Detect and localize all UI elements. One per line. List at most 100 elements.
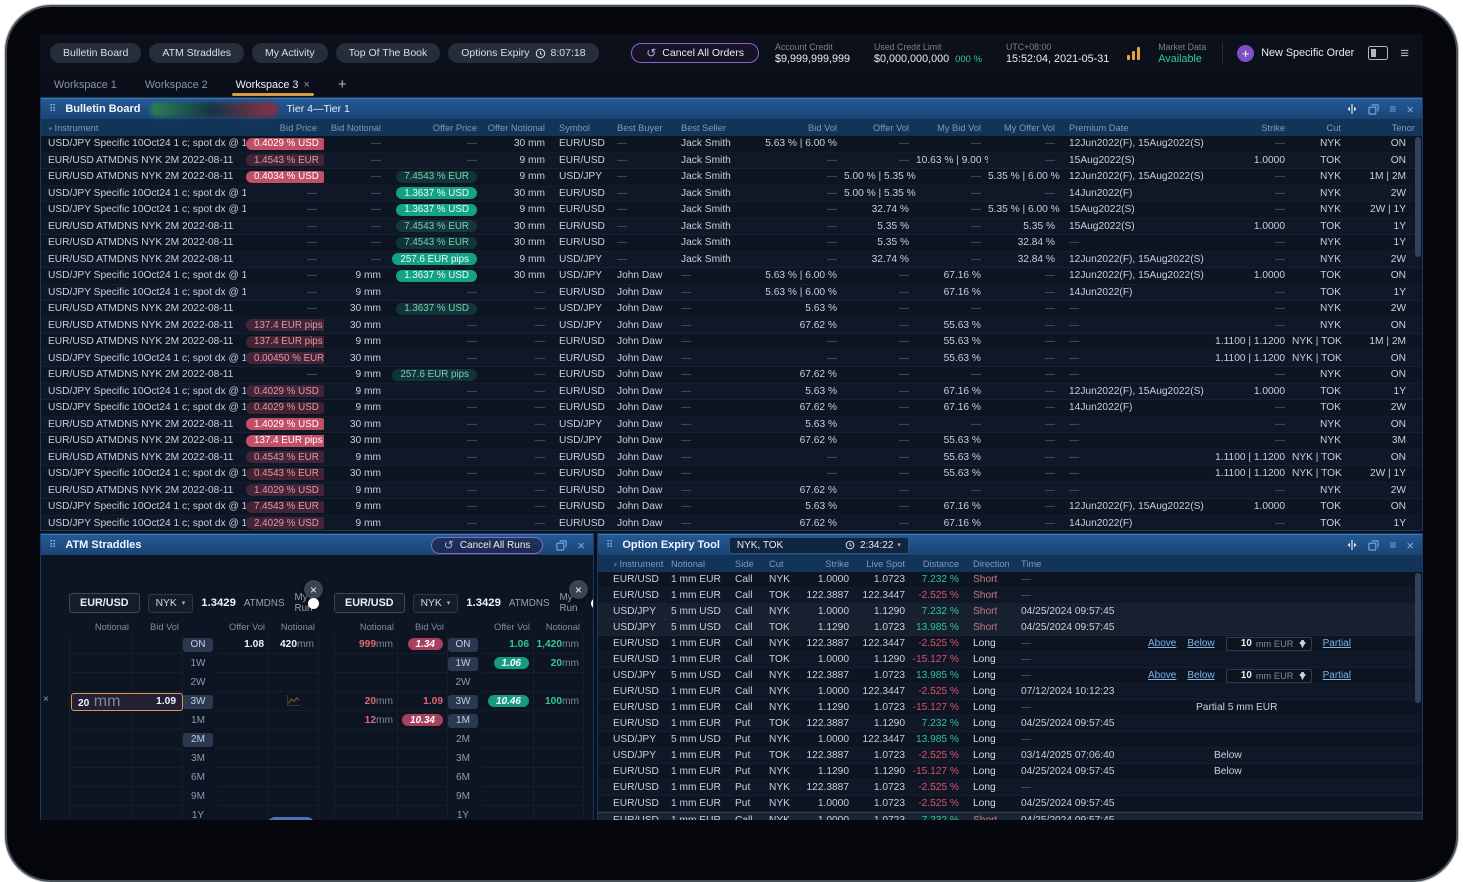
bid-price-pill[interactable]: 0.4029 % USD <box>246 138 324 150</box>
above-link[interactable]: Above <box>1148 670 1176 681</box>
column-header-instrument[interactable]: ▾Instrument <box>606 559 664 569</box>
close-panel-icon[interactable]: × <box>1406 539 1414 552</box>
cell-bid-notional[interactable] <box>69 787 133 806</box>
workspace-tab-2[interactable]: Workspace 2 <box>145 72 208 97</box>
cell-offer-notional[interactable] <box>534 749 584 768</box>
tenor-chip-2w[interactable]: 2W <box>183 676 213 690</box>
cell-offer-notional[interactable] <box>534 787 584 806</box>
cell-bid-vol[interactable] <box>398 787 448 806</box>
bid-price-pill[interactable]: 137.4 EUR pips <box>246 435 324 447</box>
venue-dropdown[interactable]: NYK▾ <box>413 594 459 613</box>
cell-bid-vol[interactable]: 1.34 <box>398 635 448 654</box>
cell-offer-vol[interactable] <box>217 768 269 787</box>
bulletin-table-row[interactable]: EUR/USD ATMDNS NYK 2M 2022-08-11——7.4543… <box>41 235 1422 252</box>
resize-columns-icon[interactable] <box>1346 103 1358 115</box>
cell-offer-vol[interactable] <box>482 806 534 820</box>
partial-link[interactable]: Partial <box>1323 670 1351 681</box>
cell-bid-notional[interactable] <box>334 730 398 749</box>
expiry-scrollbar[interactable] <box>1415 572 1421 820</box>
cell-bid-notional[interactable] <box>69 768 133 787</box>
cell-bid-vol[interactable] <box>398 673 448 692</box>
popout-icon[interactable] <box>1368 540 1379 551</box>
bulletin-table-row[interactable]: USD/JPY Specific 10Oct24 1 c; spot dx @ … <box>41 516 1422 531</box>
cell-offer-notional[interactable] <box>269 730 319 749</box>
chart-line-icon[interactable] <box>286 694 301 707</box>
stepper-icon[interactable]: ▲▼ <box>1298 640 1308 648</box>
toolbar-button-bulletin-board[interactable]: Bulletin Board <box>50 43 141 63</box>
cell-bid-vol[interactable] <box>133 749 183 768</box>
bid-price-pill[interactable]: 0.4543 % EUR <box>246 451 324 463</box>
tenor-chip-2w[interactable]: 2W <box>448 676 478 690</box>
cell-bid-notional[interactable]: 999 mm <box>334 635 398 654</box>
cell-offer-vol[interactable]: 1.06 <box>482 635 534 654</box>
cell-bid-vol[interactable] <box>398 806 448 820</box>
cell-bid-notional[interactable] <box>334 787 398 806</box>
toolbar-button-atm-straddles[interactable]: ATM Straddles <box>149 43 244 63</box>
bulletin-table-row[interactable]: USD/JPY Specific 10Oct24 1 c; spot dx @ … <box>41 136 1422 153</box>
bid-price-pill[interactable]: 137.4 EUR pips <box>246 319 324 331</box>
cell-bid-notional[interactable] <box>69 730 133 749</box>
cell-offer-vol[interactable] <box>482 768 534 787</box>
column-header-time[interactable]: Time <box>1014 559 1148 569</box>
cell-bid-vol[interactable]: 10.34 <box>398 711 448 730</box>
bulletin-table-row[interactable]: USD/JPY Specific 10Oct24 1 c; spot dx @ … <box>41 400 1422 417</box>
bid-vol-pill[interactable]: 10.34 <box>402 714 443 726</box>
tenor-chip-1m[interactable]: 1M <box>183 714 213 728</box>
cell-bid-notional[interactable] <box>334 768 398 787</box>
bulletin-table-row[interactable]: EUR/USD ATMDNS NYK 2M 2022-08-11——7.4543… <box>41 219 1422 236</box>
tenor-chip-3m[interactable]: 3M <box>183 752 213 766</box>
drag-handle-icon[interactable]: ⠿ <box>49 104 56 115</box>
currency-pair-selector[interactable]: EUR/USD <box>334 593 405 613</box>
tenor-chip-3m[interactable]: 3M <box>448 752 478 766</box>
close-tab-icon[interactable]: × <box>303 79 309 91</box>
tenor-chip-on[interactable]: ON <box>448 638 478 652</box>
cell-bid-notional[interactable]: 12 mm <box>334 711 398 730</box>
bid-price-pill[interactable]: 0.4034 % USD <box>246 171 324 183</box>
tenor-chip-1y[interactable]: 1Y <box>183 809 213 821</box>
offer-price-pill[interactable]: 7.4543 % EUR <box>396 237 477 249</box>
popout-icon[interactable] <box>556 540 567 551</box>
offer-vol-pill[interactable]: 1.06 <box>494 657 529 669</box>
cell-bid-vol[interactable] <box>133 635 183 654</box>
offer-price-pill[interactable]: 257.6 EUR pips <box>392 369 477 381</box>
cell-bid-vol[interactable] <box>133 730 183 749</box>
bulletin-table-row[interactable]: USD/JPY Specific 10Oct24 1 c; spot dx @ … <box>41 384 1422 401</box>
cell-bid-notional[interactable] <box>334 749 398 768</box>
cell-bid-vol[interactable] <box>133 806 183 820</box>
cell-offer-vol[interactable] <box>217 654 269 673</box>
below-link[interactable]: Below <box>1187 670 1214 681</box>
bulletin-scrollbar[interactable] <box>1415 136 1421 530</box>
close-widget-icon[interactable]: × <box>304 580 323 599</box>
remove-entry-icon[interactable]: × <box>43 694 49 705</box>
tenor-chip-6m[interactable]: 6M <box>183 771 213 785</box>
bulletin-table-row[interactable]: USD/JPY Specific 10Oct24 1 c; spot dx @ … <box>41 499 1422 516</box>
bid-vol-pill[interactable]: 1.34 <box>408 638 443 650</box>
column-header-best-buyer[interactable]: Best Buyer <box>610 123 674 133</box>
offer-vol-pill[interactable]: 10.46 <box>488 695 529 707</box>
cell-offer-vol[interactable]: 1.06 <box>482 654 534 673</box>
cell-offer-vol[interactable] <box>217 673 269 692</box>
cell-offer-notional[interactable]: 100 mm <box>534 692 584 711</box>
column-header-live-spot[interactable]: Live Spot <box>856 559 912 569</box>
bid-price-pill[interactable]: 1.4029 % USD <box>246 484 324 496</box>
cell-offer-vol[interactable] <box>217 711 269 730</box>
cell-offer-notional[interactable] <box>269 711 319 730</box>
cell-bid-notional[interactable] <box>69 711 133 730</box>
bulletin-table-row[interactable]: USD/JPY Specific 10Oct24 1 c; spot dx @ … <box>41 351 1422 368</box>
workspace-tab-1[interactable]: Workspace 1 <box>54 72 117 97</box>
cell-offer-notional[interactable]: 20 mm <box>534 654 584 673</box>
tenor-chip-1y[interactable]: 1Y <box>448 809 478 821</box>
offer-price-pill[interactable]: 7.4543 % EUR <box>396 220 477 232</box>
bulletin-table-row[interactable]: USD/JPY Specific 10Oct24 1 c; spot dx @ … <box>41 202 1422 219</box>
cell-offer-notional[interactable] <box>269 768 319 787</box>
